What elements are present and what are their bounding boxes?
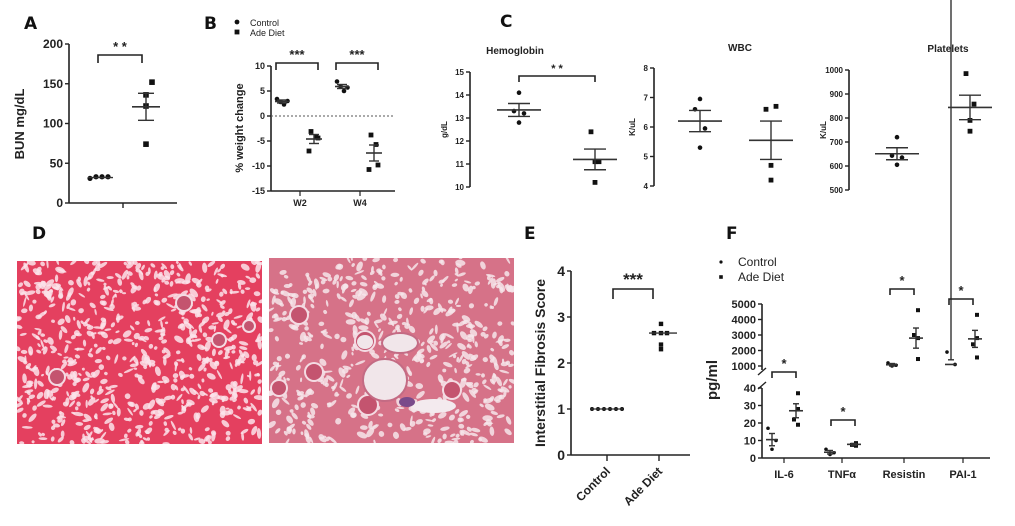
svg-text:8: 8 (644, 64, 649, 73)
svg-text:Interstitial Fibrosis Score: Interstitial Fibrosis Score (532, 279, 548, 447)
svg-text:700: 700 (830, 138, 844, 147)
svg-text:5: 5 (260, 86, 265, 96)
panel-label-b: B (204, 14, 217, 34)
svg-text:***: *** (289, 47, 305, 62)
svg-text:11: 11 (456, 160, 465, 169)
chart-hemoglobin: 10 11 12 13 14 15 g/dL Hemoglobin * * (440, 46, 617, 192)
svg-text:Ade Diet: Ade Diet (738, 270, 785, 284)
svg-text:10: 10 (455, 183, 464, 192)
chart-wbc: 4 5 6 7 8 K/uL WBC (628, 43, 793, 191)
svg-text:900: 900 (830, 90, 844, 99)
panel-label-f: F (726, 224, 738, 244)
svg-text:K/uL: K/uL (628, 118, 637, 136)
svg-text:Control: Control (573, 464, 613, 504)
svg-text:150: 150 (43, 77, 63, 91)
svg-text:1000: 1000 (825, 66, 843, 75)
svg-text:2000: 2000 (732, 346, 756, 358)
svg-text:14: 14 (455, 91, 464, 100)
svg-text:PAI-1: PAI-1 (949, 469, 976, 481)
svg-text:*: * (899, 273, 905, 288)
svg-text:***: *** (623, 270, 643, 289)
svg-text:800: 800 (830, 114, 844, 123)
svg-text:5000: 5000 (732, 299, 756, 311)
svg-text:% weight change: % weight change (234, 83, 246, 172)
svg-text:7: 7 (644, 93, 649, 102)
panel-label-e: E (524, 224, 536, 244)
svg-text:1: 1 (557, 401, 565, 417)
histology-ade-diet-image (269, 258, 514, 443)
svg-text:TNFα: TNFα (828, 469, 856, 481)
svg-text:BUN mg/dL: BUN mg/dL (12, 89, 27, 160)
tissue-texture (269, 258, 514, 443)
chart-bun: 0 50 100 150 200 BUN mg/dL * * (12, 37, 177, 210)
svg-text:3: 3 (557, 309, 565, 325)
svg-text:600: 600 (830, 162, 844, 171)
svg-text:13: 13 (455, 114, 464, 123)
svg-text:4000: 4000 (732, 315, 756, 327)
svg-text:-5: -5 (257, 136, 265, 146)
histology-control-image (17, 261, 262, 444)
svg-text:-10: -10 (252, 161, 265, 171)
chart-weight-change: -15 -10 -5 0 5 10 % weight change W2 *** W4 *** Con… (234, 18, 395, 208)
svg-text:15: 15 (455, 68, 464, 77)
svg-text:4: 4 (644, 182, 649, 191)
svg-text:* *: * * (113, 39, 128, 54)
svg-text:Ade Diet: Ade Diet (621, 464, 665, 508)
svg-text:30: 30 (744, 401, 756, 413)
svg-text:W2: W2 (293, 198, 307, 208)
svg-text:50: 50 (50, 156, 64, 170)
svg-text:0: 0 (56, 196, 63, 210)
svg-text:10: 10 (255, 61, 265, 71)
svg-text:WBC: WBC (728, 43, 752, 54)
chart-fibrosis: 0 1 2 3 4 Interstitial Fibrosis Score Control A… (532, 263, 690, 509)
svg-text:*: * (840, 404, 846, 419)
svg-text:*: * (958, 283, 964, 298)
svg-text:W4: W4 (353, 198, 367, 208)
panel-label-a: A (24, 14, 38, 34)
svg-text:K/uL: K/uL (819, 121, 828, 139)
svg-text:1000: 1000 (732, 361, 756, 373)
svg-text:10: 10 (744, 436, 756, 448)
svg-text:Control: Control (738, 255, 777, 269)
chart-platelets: 500 600 700 800 900 1000 K/uL Platelets (819, 44, 992, 195)
svg-text:*: * (781, 356, 787, 371)
svg-text:500: 500 (830, 186, 844, 195)
svg-text:0: 0 (260, 111, 265, 121)
tissue-texture (17, 261, 262, 444)
svg-text:200: 200 (43, 37, 63, 51)
svg-text:Resistin: Resistin (883, 469, 926, 481)
svg-text:0: 0 (557, 447, 565, 463)
svg-text:2: 2 (557, 355, 565, 371)
svg-text:Hemoglobin: Hemoglobin (486, 46, 544, 57)
svg-text:Platelets: Platelets (927, 44, 969, 55)
svg-text:100: 100 (43, 117, 63, 131)
svg-text:-15: -15 (252, 186, 265, 196)
svg-text:20: 20 (744, 418, 756, 430)
panel-label-d: D (32, 224, 47, 244)
chart-cytokines: 0 10 20 30 40 1000 2000 3000 4000 5000 pg/ml IL-6 TN… (704, 0, 990, 481)
svg-text:3000: 3000 (732, 330, 756, 342)
svg-text:* *: * * (551, 63, 563, 75)
panel-label-c: C (500, 12, 513, 32)
svg-text:0: 0 (750, 453, 756, 465)
svg-text:pg/ml: pg/ml (704, 360, 721, 400)
svg-text:Ade Diet: Ade Diet (250, 28, 285, 38)
svg-text:g/dL: g/dL (440, 121, 449, 138)
svg-text:***: *** (349, 47, 365, 62)
svg-text:5: 5 (644, 152, 649, 161)
svg-text:IL-6: IL-6 (774, 469, 794, 481)
svg-text:12: 12 (455, 137, 464, 146)
svg-text:4: 4 (557, 263, 565, 279)
svg-text:40: 40 (744, 383, 756, 395)
svg-text:6: 6 (644, 123, 649, 132)
svg-text:Control: Control (250, 18, 279, 28)
